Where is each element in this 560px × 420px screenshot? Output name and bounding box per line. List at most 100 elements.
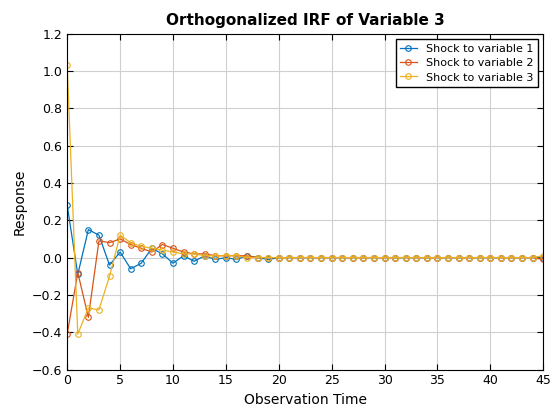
Shock to variable 3 [265, 255, 272, 260]
Shock to variable 2 [434, 255, 441, 260]
Shock to variable 1 [74, 272, 81, 277]
Shock to variable 2 [297, 255, 304, 260]
Shock to variable 2 [265, 255, 272, 260]
Shock to variable 1 [265, 257, 272, 262]
Shock to variable 3 [74, 332, 81, 337]
Line: Shock to variable 3: Shock to variable 3 [64, 63, 546, 337]
Shock to variable 3 [434, 255, 441, 260]
Shock to variable 1 [191, 259, 198, 264]
Shock to variable 1 [349, 255, 356, 260]
Shock to variable 2 [445, 255, 451, 260]
Shock to variable 1 [276, 255, 282, 260]
Shock to variable 2 [64, 332, 71, 337]
Shock to variable 3 [529, 255, 536, 260]
Shock to variable 3 [477, 255, 483, 260]
Shock to variable 1 [402, 255, 409, 260]
Shock to variable 3 [487, 255, 494, 260]
Shock to variable 3 [297, 255, 304, 260]
Shock to variable 1 [138, 261, 144, 266]
Shock to variable 2 [413, 255, 419, 260]
Shock to variable 1 [445, 255, 451, 260]
Shock to variable 2 [466, 255, 473, 260]
Shock to variable 2 [222, 253, 229, 258]
Shock to variable 3 [85, 305, 92, 310]
Shock to variable 1 [85, 227, 92, 232]
Shock to variable 1 [434, 255, 441, 260]
Shock to variable 3 [138, 244, 144, 249]
Shock to variable 1 [254, 255, 261, 260]
Legend: Shock to variable 1, Shock to variable 2, Shock to variable 3: Shock to variable 1, Shock to variable 2… [396, 39, 538, 87]
Title: Orthogonalized IRF of Variable 3: Orthogonalized IRF of Variable 3 [166, 13, 445, 28]
X-axis label: Observation Time: Observation Time [244, 393, 367, 407]
Shock to variable 3 [466, 255, 473, 260]
Shock to variable 3 [445, 255, 451, 260]
Line: Shock to variable 2: Shock to variable 2 [64, 236, 546, 337]
Shock to variable 3 [381, 255, 388, 260]
Shock to variable 2 [392, 255, 399, 260]
Shock to variable 2 [233, 253, 240, 258]
Shock to variable 2 [138, 246, 144, 251]
Shock to variable 2 [529, 255, 536, 260]
Shock to variable 2 [540, 257, 547, 262]
Shock to variable 3 [339, 255, 346, 260]
Shock to variable 2 [180, 249, 187, 255]
Shock to variable 1 [297, 255, 304, 260]
Shock to variable 3 [106, 274, 113, 279]
Shock to variable 3 [371, 255, 377, 260]
Shock to variable 1 [127, 266, 134, 271]
Shock to variable 1 [222, 255, 229, 260]
Shock to variable 3 [349, 255, 356, 260]
Shock to variable 3 [276, 255, 282, 260]
Shock to variable 2 [244, 253, 250, 258]
Shock to variable 1 [529, 255, 536, 260]
Shock to variable 3 [455, 255, 462, 260]
Shock to variable 1 [180, 253, 187, 258]
Shock to variable 2 [477, 255, 483, 260]
Shock to variable 2 [106, 240, 113, 245]
Shock to variable 2 [339, 255, 346, 260]
Shock to variable 3 [180, 251, 187, 256]
Shock to variable 2 [116, 236, 123, 241]
Shock to variable 3 [116, 233, 123, 238]
Shock to variable 1 [360, 255, 367, 260]
Shock to variable 2 [349, 255, 356, 260]
Shock to variable 2 [202, 251, 208, 256]
Shock to variable 3 [540, 253, 547, 258]
Shock to variable 2 [170, 246, 176, 251]
Shock to variable 2 [402, 255, 409, 260]
Shock to variable 3 [508, 255, 515, 260]
Shock to variable 1 [286, 255, 293, 260]
Shock to variable 2 [519, 255, 525, 260]
Shock to variable 1 [466, 255, 473, 260]
Shock to variable 2 [276, 255, 282, 260]
Shock to variable 2 [360, 255, 367, 260]
Shock to variable 2 [508, 255, 515, 260]
Shock to variable 1 [487, 255, 494, 260]
Shock to variable 3 [212, 253, 218, 258]
Shock to variable 3 [202, 253, 208, 258]
Shock to variable 3 [286, 255, 293, 260]
Shock to variable 2 [487, 255, 494, 260]
Shock to variable 3 [318, 255, 324, 260]
Line: Shock to variable 1: Shock to variable 1 [64, 202, 546, 277]
Shock to variable 1 [423, 255, 430, 260]
Shock to variable 2 [96, 238, 102, 243]
Shock to variable 1 [148, 246, 155, 251]
Shock to variable 3 [170, 249, 176, 255]
Shock to variable 3 [159, 248, 166, 253]
Shock to variable 1 [508, 255, 515, 260]
Shock to variable 2 [328, 255, 335, 260]
Shock to variable 3 [191, 251, 198, 256]
Shock to variable 2 [148, 249, 155, 255]
Shock to variable 2 [127, 242, 134, 247]
Shock to variable 2 [212, 253, 218, 258]
Shock to variable 3 [519, 255, 525, 260]
Shock to variable 1 [413, 255, 419, 260]
Shock to variable 1 [328, 255, 335, 260]
Shock to variable 2 [85, 315, 92, 320]
Shock to variable 1 [497, 255, 504, 260]
Shock to variable 3 [392, 255, 399, 260]
Shock to variable 2 [371, 255, 377, 260]
Shock to variable 1 [381, 255, 388, 260]
Shock to variable 2 [254, 255, 261, 260]
